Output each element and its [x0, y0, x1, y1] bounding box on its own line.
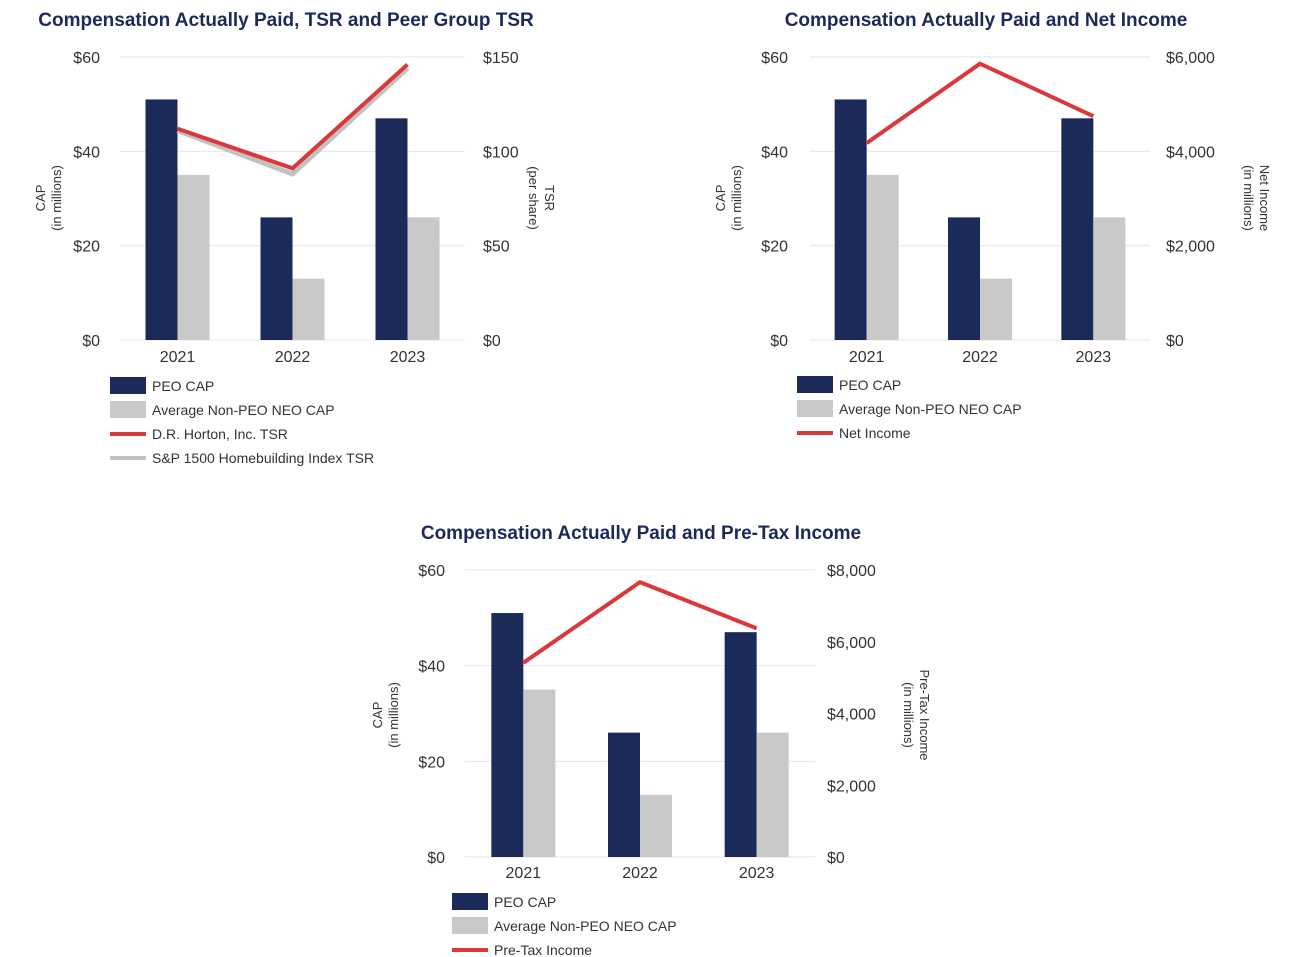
bar-peo-cap	[724, 632, 757, 857]
y2-axis-label-line: (in millions)	[1241, 165, 1256, 231]
bar-peo-cap	[948, 217, 980, 340]
y2-axis-label-line: Net Income	[1257, 165, 1272, 231]
y-tick-label: $0	[427, 850, 445, 867]
y2-tick-label: $2,000	[827, 778, 876, 795]
y-axis-label-line: (in millions)	[49, 165, 64, 231]
legend-label: Average Non-PEO NEO CAP	[494, 918, 677, 934]
x-tick-label: 2023	[1076, 349, 1112, 366]
y-tick-label: $60	[418, 563, 445, 580]
y2-axis-label-line: (per share)	[526, 166, 541, 230]
y2-axis-label-line: TSR	[542, 185, 557, 211]
legend-swatch-bar	[452, 917, 488, 934]
y-tick-label: $40	[73, 144, 100, 161]
y-tick-label: $20	[418, 754, 445, 771]
legend-swatch-bar	[452, 893, 488, 910]
series-line	[176, 63, 409, 171]
legend-label: Pre-Tax Income	[494, 942, 592, 957]
y-axis-label-line: (in millions)	[386, 682, 401, 748]
y-tick-label: $40	[761, 144, 788, 161]
chart-cap-tsr-svg: Compensation Actually Paid, TSR and Peer…	[33, 10, 557, 466]
y-axis-label: CAP(in millions)	[713, 165, 744, 231]
y-tick-label: $60	[761, 50, 788, 67]
y-axis-label-line: (in millions)	[729, 165, 744, 231]
bar-peo-cap	[834, 99, 867, 340]
chart-cap-pretax-income: Compensation Actually Paid and Pre-Tax I…	[340, 515, 960, 957]
y2-tick-label: $100	[483, 144, 519, 161]
legend-label: PEO CAP	[494, 894, 556, 910]
chart-cap-tsr: Compensation Actually Paid, TSR and Peer…	[0, 0, 640, 480]
y2-tick-label: $0	[827, 850, 845, 867]
x-tick-label: 2021	[160, 349, 196, 366]
bar-peo-cap	[375, 118, 408, 340]
bar-peo-cap	[608, 732, 640, 857]
x-tick-label: 2022	[622, 865, 658, 882]
y-tick-label: $20	[761, 239, 788, 256]
x-tick-label: 2021	[506, 865, 542, 882]
y2-tick-label: $150	[483, 50, 519, 67]
bar-peo-cap	[260, 217, 293, 340]
y2-axis-label: TSR(per share)	[526, 166, 557, 230]
chart-cap-net-income-svg: Compensation Actually Paid and Net Incom…	[713, 10, 1272, 441]
chart-title: Compensation Actually Paid and Net Incom…	[785, 10, 1188, 31]
y-tick-label: $20	[73, 239, 100, 256]
series-line	[865, 61, 1095, 145]
chart-title: Compensation Actually Paid, TSR and Peer…	[38, 10, 534, 31]
y-axis-label-line: CAP	[713, 185, 728, 212]
bar-non-peo-cap	[292, 278, 325, 340]
x-tick-label: 2023	[739, 865, 775, 882]
bar-non-peo-cap	[523, 689, 556, 857]
legend-label: Net Income	[839, 425, 911, 441]
bar-peo-cap	[491, 613, 524, 857]
x-tick-label: 2022	[275, 349, 311, 366]
legend-swatch-bar	[110, 377, 146, 394]
y-axis-label: CAP(in millions)	[370, 682, 401, 748]
x-tick-label: 2021	[849, 349, 885, 366]
y2-axis-label: Pre-Tax Income(in millions)	[901, 669, 932, 760]
y-axis-label-line: CAP	[370, 702, 385, 729]
chart-cap-net-income: Compensation Actually Paid and Net Incom…	[660, 0, 1291, 480]
x-tick-label: 2023	[390, 349, 426, 366]
bar-non-peo-cap	[756, 732, 789, 857]
chart-title: Compensation Actually Paid and Pre-Tax I…	[421, 523, 861, 544]
y2-tick-label: $4,000	[1166, 144, 1215, 161]
legend-swatch-bar	[797, 376, 833, 393]
y2-tick-label: $0	[1166, 333, 1184, 350]
legend-swatch-bar	[797, 400, 833, 417]
series-line	[522, 579, 758, 665]
legend-label: D.R. Horton, Inc. TSR	[152, 426, 288, 442]
y2-tick-label: $6,000	[827, 635, 876, 652]
legend-swatch-bar	[110, 401, 146, 418]
bar-non-peo-cap	[640, 794, 672, 857]
bar-peo-cap	[145, 99, 178, 340]
bar-non-peo-cap	[1093, 217, 1126, 340]
y-tick-label: $0	[770, 333, 788, 350]
legend-label: Average Non-PEO NEO CAP	[839, 401, 1022, 417]
y2-tick-label: $2,000	[1166, 239, 1215, 256]
y2-tick-label: $6,000	[1166, 50, 1215, 67]
bar-non-peo-cap	[980, 278, 1012, 340]
y-axis-label: CAP(in millions)	[33, 165, 64, 231]
y-tick-label: $60	[73, 50, 100, 67]
y2-tick-label: $8,000	[827, 563, 876, 580]
y2-tick-label: $50	[483, 239, 510, 256]
x-tick-label: 2022	[962, 349, 998, 366]
y-tick-label: $0	[82, 333, 100, 350]
legend-label: PEO CAP	[152, 378, 214, 394]
y2-axis-label-line: (in millions)	[901, 682, 916, 748]
legend-label: S&P 1500 Homebuilding Index TSR	[152, 450, 374, 466]
legend-label: PEO CAP	[839, 377, 901, 393]
y-axis-label-line: CAP	[33, 185, 48, 212]
bar-non-peo-cap	[177, 174, 210, 340]
y2-tick-label: $4,000	[827, 707, 876, 724]
chart-cap-pretax-income-svg: Compensation Actually Paid and Pre-Tax I…	[370, 523, 932, 957]
legend-label: Average Non-PEO NEO CAP	[152, 402, 335, 418]
y-tick-label: $40	[418, 659, 445, 676]
bar-non-peo-cap	[407, 217, 440, 340]
bar-non-peo-cap	[866, 174, 899, 340]
series-line	[176, 66, 410, 177]
y2-tick-label: $0	[483, 333, 501, 350]
bar-peo-cap	[1061, 118, 1094, 340]
y2-axis-label: Net Income(in millions)	[1241, 165, 1272, 231]
y2-axis-label-line: Pre-Tax Income	[917, 669, 932, 760]
